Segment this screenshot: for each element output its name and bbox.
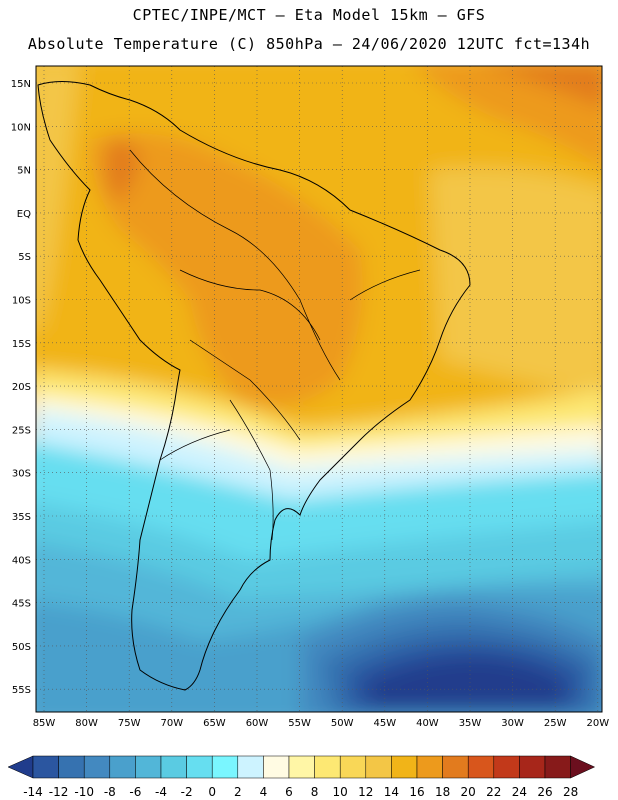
colorbar-label: 6: [285, 785, 293, 799]
colorbar-label: 10: [333, 785, 348, 799]
colorbar-swatch: [314, 755, 341, 779]
colorbar-label: 22: [486, 785, 501, 799]
colorbar-swatch: [391, 755, 418, 779]
colorbar-swatch: [288, 755, 315, 779]
lat-label: 15N: [11, 79, 31, 90]
colorbar-swatch: [135, 755, 162, 779]
lon-label: 45W: [373, 718, 396, 729]
colorbar-label: -6: [129, 785, 141, 799]
lon-label: 30W: [501, 718, 524, 729]
colorbar-label: -2: [181, 785, 193, 799]
colorbar-swatch: [237, 755, 264, 779]
colorbar-swatch: [58, 755, 85, 779]
colorbar-label: -10: [74, 785, 94, 799]
lat-label: 5N: [17, 166, 31, 177]
country-borders: [129, 149, 421, 541]
coastlines: [37, 81, 471, 691]
lat-label: 25S: [12, 425, 31, 436]
lon-label: 70W: [160, 718, 183, 729]
colorbar-label: 26: [537, 785, 552, 799]
longitude-labels: 85W 80W 75W 70W 65W 60W 55W 50W 45W 40W 35W 30W 25W 2…: [33, 718, 610, 729]
colorbar-over-arrow: [570, 755, 596, 779]
lat-label: 15S: [12, 339, 31, 350]
colorbar-swatch: [442, 755, 469, 779]
map-title-line-2: Absolute Temperature (C) 850hPa – 24/06/…: [27, 35, 591, 53]
map-frame: [35, 65, 603, 713]
temperature-field: [36, 66, 602, 712]
colorbar-swatch: [32, 755, 59, 779]
lat-label: EQ: [17, 209, 31, 220]
colorbar-label: 2: [234, 785, 242, 799]
colorbar-label: -12: [49, 785, 69, 799]
colorbar-swatch: [211, 755, 239, 779]
colorbar-label: 24: [512, 785, 527, 799]
lat-label: 10S: [12, 296, 31, 307]
colorbar-swatch: [519, 755, 546, 779]
lon-label: 85W: [33, 718, 56, 729]
colorbar-swatch: [109, 755, 136, 779]
colorbar-swatch: [365, 755, 392, 779]
lon-label: 50W: [331, 718, 354, 729]
colorbar-swatch: [493, 755, 520, 779]
colorbar-label: 16: [409, 785, 424, 799]
latitude-labels: 15N 10N 5N EQ 5S 10S 15S 20S 25S 30S 35S 40S 45S 50S 5…: [11, 79, 31, 696]
lon-label: 40W: [416, 718, 439, 729]
lat-label: 45S: [12, 599, 31, 610]
colorbar-label: 14: [384, 785, 399, 799]
colorbar-label: -8: [104, 785, 116, 799]
lat-label: 5S: [18, 252, 31, 263]
lon-label: 60W: [246, 718, 269, 729]
colorbar-under-arrow: [7, 755, 34, 779]
colorbar: [7, 755, 596, 779]
lon-label: 65W: [203, 718, 226, 729]
colorbar-label: 20: [461, 785, 476, 799]
lat-label: 40S: [12, 555, 31, 566]
lat-label: 35S: [12, 512, 31, 523]
colorbar-swatch: [186, 755, 213, 779]
colorbar-swatch: [467, 755, 495, 779]
colorbar-label: -4: [155, 785, 167, 799]
colorbar-swatch: [160, 755, 187, 779]
lon-label: 20W: [586, 718, 609, 729]
lat-label: 20S: [12, 382, 31, 393]
colorbar-swatch: [544, 755, 571, 779]
lon-label: 35W: [459, 718, 482, 729]
colorbar-label: 12: [358, 785, 373, 799]
colorbar-swatch: [416, 755, 443, 779]
lat-label: 55S: [12, 685, 31, 696]
lat-label: 50S: [12, 642, 31, 653]
colorbar-swatch: [83, 755, 111, 779]
lon-label: 75W: [118, 718, 141, 729]
colorbar-swatch: [263, 755, 290, 779]
lon-label: 25W: [544, 718, 567, 729]
colorbar-labels: -14 -12 -10 -8 -6 -4 -2 0 2 4 6 8 10 12 14 16 18 20 22 24 26…: [23, 785, 578, 799]
colorbar-label: -14: [23, 785, 43, 799]
colorbar-label: 28: [563, 785, 578, 799]
map-title-line-1: CPTEC/INPE/MCT – Eta Model 15km – GFS: [132, 6, 486, 24]
colorbar-label: 8: [311, 785, 319, 799]
lat-label: 30S: [12, 469, 31, 480]
lat-label: 10N: [11, 122, 31, 133]
colorbar-label: 18: [435, 785, 450, 799]
colorbar-label: 4: [260, 785, 268, 799]
colorbar-swatch: [339, 755, 367, 779]
lon-label: 55W: [288, 718, 311, 729]
lon-label: 80W: [75, 718, 98, 729]
colorbar-label: 0: [208, 785, 216, 799]
